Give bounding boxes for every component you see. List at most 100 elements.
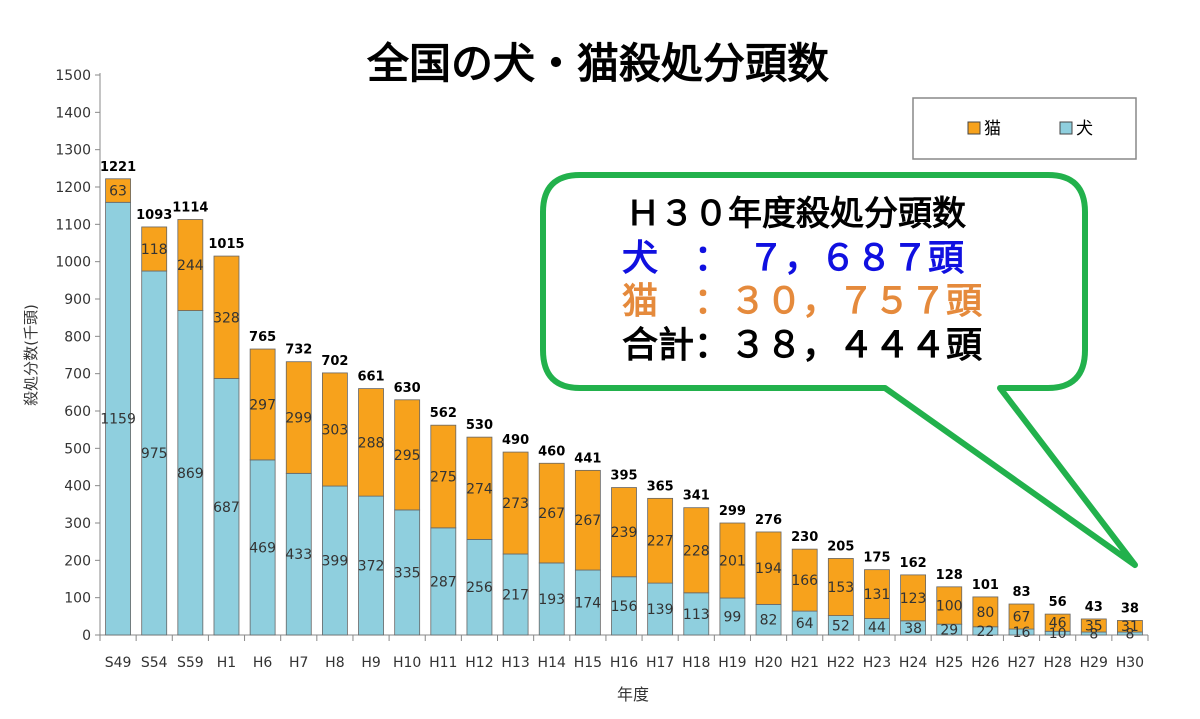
callout-bubble — [540, 172, 1138, 568]
cat-value-label: 267 — [574, 513, 601, 529]
dog-value-label: 52 — [832, 618, 850, 634]
total-label: 530 — [466, 418, 493, 433]
bar-cat — [321, 372, 348, 487]
total-label: 1093 — [136, 208, 172, 223]
dog-value-label: 44 — [868, 620, 886, 636]
dog-value-label: 687 — [213, 500, 240, 516]
legend-label-dog: 犬 — [1076, 119, 1093, 139]
cat-value-label: 46 — [1049, 616, 1067, 632]
x-tick-label: H29 — [1080, 655, 1108, 671]
callout-dog-line: 犬 ： ７，６８７頭 — [622, 238, 965, 279]
cat-value-label: 274 — [466, 481, 493, 497]
x-tick-label: H30 — [1116, 655, 1144, 671]
bar-cat — [1044, 613, 1071, 632]
cat-value-label: 131 — [864, 587, 891, 603]
x-tick-label: H7 — [289, 655, 308, 671]
dog-value-label: 156 — [611, 599, 638, 615]
bar-dog — [249, 459, 276, 636]
y-tick-label: 300 — [64, 516, 91, 532]
x-tick-label: H28 — [1043, 655, 1071, 671]
cat-value-label: 244 — [177, 258, 204, 274]
x-tick-label: H1 — [217, 655, 236, 671]
y-tick-label: 600 — [64, 404, 91, 420]
legend-box — [912, 97, 1137, 160]
cat-value-label: 267 — [538, 506, 565, 522]
dog-value-label: 29 — [940, 623, 958, 639]
total-label: 341 — [683, 489, 710, 504]
callout-cat-line: 猫 ：３０，７５７頭 — [622, 281, 983, 322]
total-label: 43 — [1085, 600, 1103, 615]
cat-value-label: 239 — [611, 525, 638, 541]
x-tick-label: S54 — [141, 655, 168, 671]
bar-cat — [900, 574, 927, 622]
cat-value-label: 299 — [285, 411, 312, 427]
x-tick-label: H15 — [574, 655, 602, 671]
x-tick-label: H23 — [863, 655, 891, 671]
x-tick-label: H6 — [253, 655, 273, 671]
x-tick-label: S49 — [105, 655, 132, 671]
x-tick-label: S59 — [177, 655, 204, 671]
bar-cat — [1117, 620, 1143, 633]
callout-total-line: 合計：３８，４４４頭 — [622, 325, 983, 366]
bar-cat — [213, 255, 240, 379]
dog-value-label: 99 — [723, 610, 741, 626]
y-axis-label: 殺処分数(千頭) — [22, 304, 40, 406]
cat-value-label: 273 — [502, 496, 529, 512]
total-label: 1114 — [172, 200, 208, 215]
dog-value-label: 256 — [466, 580, 493, 596]
total-label: 299 — [719, 504, 746, 519]
chart-title: 全国の犬・猫殺処分頭数 — [366, 39, 829, 88]
y-tick-label: 800 — [64, 329, 91, 345]
bar-cat — [574, 469, 601, 571]
cat-value-label: 80 — [976, 605, 994, 621]
x-tick-label: H12 — [465, 655, 493, 671]
cat-value-label: 194 — [755, 561, 782, 577]
dog-value-label: 16 — [1013, 625, 1031, 641]
bar-cat — [864, 569, 890, 619]
y-tick-label: 1300 — [55, 143, 91, 159]
cat-value-label: 227 — [647, 534, 674, 550]
x-tick-label: H25 — [935, 655, 963, 671]
bar-dog — [538, 562, 565, 636]
x-tick-label: H14 — [538, 655, 566, 671]
legend-swatch-dog — [1059, 121, 1073, 135]
dog-value-label: 38 — [904, 621, 922, 637]
cat-value-label: 35 — [1085, 618, 1103, 634]
total-label: 38 — [1121, 601, 1139, 616]
x-tick-label: H9 — [361, 655, 380, 671]
dog-value-label: 64 — [796, 616, 814, 632]
bar-cat — [502, 451, 529, 555]
total-label: 1221 — [100, 160, 136, 175]
x-tick-label: H18 — [682, 655, 710, 671]
y-tick-label: 1100 — [55, 217, 91, 233]
bar-cat — [611, 487, 637, 578]
cat-value-label: 328 — [213, 310, 240, 326]
x-tick-label: H21 — [791, 655, 819, 671]
cat-value-label: 153 — [827, 580, 854, 596]
x-tick-label: H26 — [971, 655, 999, 671]
total-label: 101 — [972, 578, 999, 593]
dog-value-label: 193 — [538, 592, 565, 608]
y-tick-label: 700 — [64, 367, 91, 383]
cat-value-label: 100 — [936, 599, 963, 615]
cat-value-label: 166 — [791, 573, 818, 589]
dog-value-label: 139 — [647, 602, 674, 618]
bar-dog — [611, 576, 637, 636]
bar-cat — [177, 219, 204, 311]
total-label: 205 — [827, 539, 854, 554]
bar-dog — [213, 378, 240, 636]
dog-value-label: 975 — [141, 446, 168, 462]
bar-dog — [177, 310, 204, 636]
total-label: 162 — [900, 556, 927, 571]
bar-cat — [972, 596, 999, 628]
bar-cat — [1008, 603, 1035, 630]
bar-cat — [538, 462, 565, 564]
y-tick-label: 900 — [64, 292, 91, 308]
x-tick-label: H13 — [501, 655, 529, 671]
total-label: 56 — [1049, 595, 1067, 610]
cat-value-label: 303 — [322, 422, 349, 438]
x-tick-label: H8 — [325, 655, 344, 671]
cat-value-label: 275 — [430, 470, 457, 486]
cat-value-label: 228 — [683, 543, 710, 559]
dog-value-label: 217 — [502, 587, 529, 603]
